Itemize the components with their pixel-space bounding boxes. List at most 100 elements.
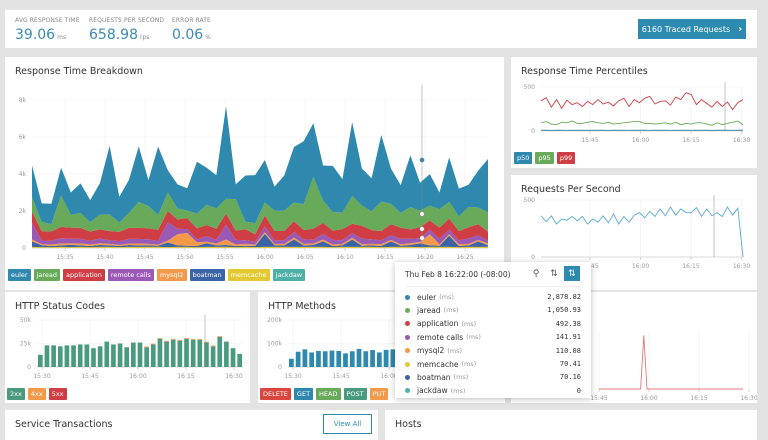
x-tick-label: 16:10 [336, 254, 353, 261]
series-name: remote calls [417, 333, 463, 342]
series-name: memcache [417, 360, 458, 369]
legend-p95[interactable]: p95 [535, 152, 553, 164]
x-tick-label: 16:00 [256, 254, 273, 261]
legend-HEAD[interactable]: HEAD [316, 388, 340, 400]
series-value: 492.38 [556, 320, 581, 328]
bar-4xx [164, 341, 169, 342]
bar-4xx [184, 338, 189, 339]
bar-GET [343, 353, 348, 367]
bar-GET [303, 349, 308, 367]
legend-GET[interactable]: GET [294, 388, 313, 400]
x-tick-label: 15:45 [332, 373, 349, 380]
bar-4xx [191, 339, 196, 340]
bar-2xx [138, 343, 143, 367]
series-dot [405, 362, 410, 367]
x-tick-label: 16:15 [682, 137, 699, 144]
y-tick-label: 4k [19, 171, 27, 178]
y-tick-label: 0 [531, 128, 535, 135]
legend-2xx[interactable]: 2xx [7, 388, 25, 400]
x-tick-label: 15:45 [81, 373, 98, 380]
bar-2xx [85, 344, 90, 367]
bar-2xx [131, 343, 136, 367]
traced-requests-button[interactable]: 6160 Traced Requests › [638, 19, 746, 39]
series-dot [405, 388, 410, 393]
legend-p99[interactable]: p99 [557, 152, 575, 164]
legend-remote-calls[interactable]: remote calls [108, 269, 154, 281]
legend-jackdaw[interactable]: jackdaw [273, 269, 306, 281]
legend-DELETE[interactable]: DELETE [260, 388, 291, 400]
bar-2xx [197, 340, 202, 367]
bar-4xx [151, 344, 156, 345]
bar-GET [330, 351, 335, 367]
tooltip-row: jaread(ms)1,050.93 [405, 305, 581, 315]
x-tick-label: 15:45 [136, 254, 153, 261]
legend-mysql2[interactable]: mysql2 [157, 269, 187, 281]
series-value: 70.41 [560, 360, 581, 368]
kpi-unit: ms [57, 34, 66, 41]
bar-2xx [151, 344, 156, 367]
legend-memcache[interactable]: memcache [228, 269, 270, 281]
x-tick-label: 16:00 [640, 395, 657, 402]
series-unit: (ms) [444, 306, 459, 314]
series-value: 1,050.93 [547, 306, 581, 314]
legend-5xx[interactable]: 5xx [49, 388, 67, 400]
sort-alpha-icon[interactable]: ⇅ [546, 266, 562, 281]
tooltip-row: remote calls(ms)141.91 [405, 332, 581, 342]
x-tick-label: 15:30 [33, 373, 50, 380]
x-tick-label: 16:15 [177, 373, 194, 380]
bar-2xx [237, 354, 242, 367]
bar-2xx [224, 342, 229, 367]
legend-4xx[interactable]: 4xx [28, 388, 46, 400]
bar-2xx [51, 345, 56, 367]
bar-GET [350, 351, 355, 367]
x-tick-label: 15:40 [96, 254, 113, 261]
legend-jaread[interactable]: jaread [34, 269, 60, 281]
bar-4xx [144, 347, 149, 348]
tooltip-row: memcache(ms) 70.41 [405, 359, 581, 369]
bar-2xx [191, 340, 196, 367]
series-dot [405, 321, 410, 326]
y-tick-label: 0 [278, 364, 282, 371]
kpi-unit: % [205, 34, 211, 41]
x-tick-label: 16:15 [690, 395, 707, 402]
kpi-error-rate: ERROR RATE 0.06% [172, 17, 211, 43]
legend-euler[interactable]: euler [8, 269, 31, 281]
hover-point [420, 227, 424, 231]
series-unit: (ms) [461, 360, 476, 368]
bar-4xx [178, 340, 183, 341]
legend-boatman[interactable]: boatman [190, 269, 225, 281]
search-icon[interactable]: ⚲ [528, 266, 544, 281]
x-tick-label: 15:45 [590, 395, 607, 402]
legend-p50[interactable]: p50 [514, 152, 532, 164]
y-tick-label: 50k [20, 317, 32, 324]
series-unit: (ms) [466, 333, 481, 341]
bar-GET [357, 349, 362, 367]
x-tick-label: 16:00 [632, 263, 649, 270]
series-unit: (ms) [454, 373, 469, 381]
legend-POST[interactable]: POST [344, 388, 367, 400]
bar-2xx [164, 342, 169, 367]
series-unit: (ms) [447, 347, 462, 355]
line-p95 [541, 121, 743, 125]
y-tick-label: 0 [27, 364, 31, 371]
bar-2xx [58, 346, 63, 367]
hosts-panel: Hosts [385, 410, 757, 440]
series-value: 110.08 [556, 347, 581, 355]
bar-2xx [91, 348, 96, 367]
bar-4xx [211, 346, 216, 347]
legend-PUT[interactable]: PUT [370, 388, 389, 400]
view-all-button[interactable]: View All [323, 414, 372, 434]
bar-2xx [178, 341, 183, 367]
legend-application[interactable]: application [63, 269, 105, 281]
kpi-value: 658.98 [89, 27, 138, 43]
x-tick-label: 15:55 [216, 254, 233, 261]
bar-GET [289, 359, 294, 367]
series-dot [405, 348, 410, 353]
bar-4xx [217, 336, 222, 337]
sort-value-icon[interactable]: ⇅ [564, 266, 580, 281]
